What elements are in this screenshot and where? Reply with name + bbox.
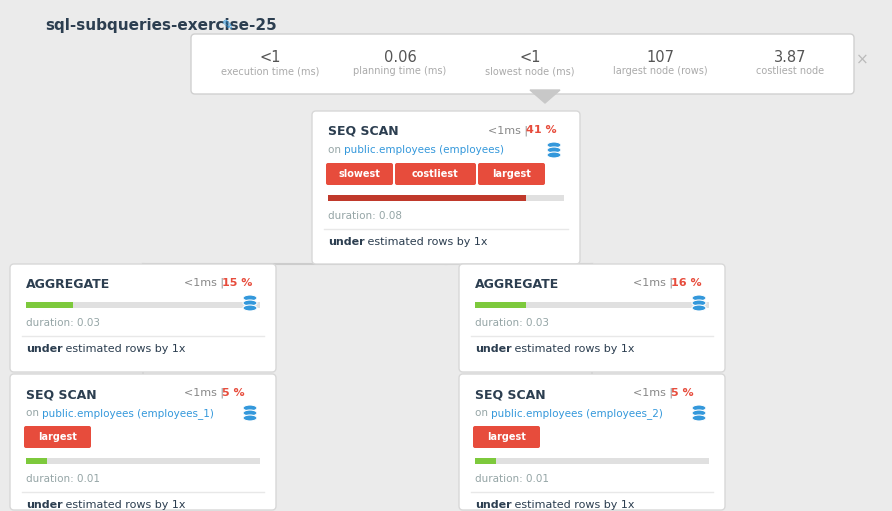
Bar: [475, 302, 526, 308]
FancyBboxPatch shape: [326, 163, 393, 185]
Text: AGGREGATE: AGGREGATE: [26, 278, 111, 291]
FancyBboxPatch shape: [459, 264, 725, 372]
Text: under: under: [328, 237, 365, 247]
Bar: [26, 458, 47, 464]
Text: public.employees (employees_1): public.employees (employees_1): [42, 408, 214, 419]
Text: estimated rows by 1x: estimated rows by 1x: [364, 237, 488, 247]
Text: public.employees (employees_2): public.employees (employees_2): [491, 408, 663, 419]
Bar: [26, 302, 260, 308]
Text: duration: 0.08: duration: 0.08: [328, 211, 402, 221]
Text: on: on: [328, 145, 344, 155]
Bar: [26, 458, 260, 464]
Text: SEQ SCAN: SEQ SCAN: [26, 388, 96, 401]
Ellipse shape: [243, 410, 257, 416]
Ellipse shape: [692, 410, 706, 416]
Text: <1ms |: <1ms |: [488, 125, 532, 135]
Text: 5 %: 5 %: [222, 388, 244, 398]
Text: largest: largest: [487, 432, 526, 442]
Text: SEQ SCAN: SEQ SCAN: [328, 125, 399, 138]
Bar: [475, 302, 709, 308]
Bar: [328, 195, 526, 201]
Text: largest: largest: [38, 432, 77, 442]
Text: costliest: costliest: [412, 169, 458, 179]
Ellipse shape: [692, 415, 706, 421]
FancyBboxPatch shape: [312, 111, 580, 264]
Text: 5 %: 5 %: [671, 388, 694, 398]
Text: estimated rows by 1x: estimated rows by 1x: [511, 344, 634, 354]
Text: ×: ×: [855, 52, 869, 67]
FancyBboxPatch shape: [24, 426, 91, 448]
Text: 41 %: 41 %: [526, 125, 557, 135]
Ellipse shape: [692, 300, 706, 306]
Ellipse shape: [243, 415, 257, 421]
Text: under: under: [475, 500, 512, 510]
Text: 16 %: 16 %: [671, 278, 702, 288]
Text: <1ms |: <1ms |: [184, 388, 227, 399]
Text: slowest node (ms): slowest node (ms): [485, 66, 574, 76]
FancyBboxPatch shape: [473, 426, 540, 448]
FancyBboxPatch shape: [478, 163, 545, 185]
Bar: [26, 302, 73, 308]
Text: 107: 107: [646, 50, 674, 65]
Text: under: under: [26, 344, 62, 354]
Text: 3.87: 3.87: [773, 50, 806, 65]
Text: 0.06: 0.06: [384, 50, 417, 65]
Ellipse shape: [692, 405, 706, 411]
Text: sql-subqueries-exercise-25: sql-subqueries-exercise-25: [45, 18, 277, 33]
Ellipse shape: [547, 152, 561, 158]
Text: duration: 0.03: duration: 0.03: [26, 318, 100, 328]
Text: <1ms |: <1ms |: [633, 278, 676, 289]
Ellipse shape: [692, 295, 706, 301]
Text: ✎: ✎: [222, 19, 234, 33]
Text: on: on: [475, 408, 491, 418]
FancyBboxPatch shape: [10, 264, 276, 372]
Ellipse shape: [243, 295, 257, 301]
Bar: [475, 458, 709, 464]
Polygon shape: [530, 90, 560, 103]
Text: <1: <1: [260, 50, 281, 65]
Text: costliest node: costliest node: [756, 66, 824, 76]
Text: estimated rows by 1x: estimated rows by 1x: [62, 500, 186, 510]
FancyBboxPatch shape: [10, 374, 276, 510]
Bar: [475, 458, 496, 464]
Text: AGGREGATE: AGGREGATE: [475, 278, 559, 291]
Text: largest node (rows): largest node (rows): [613, 66, 707, 76]
Text: under: under: [475, 344, 512, 354]
Ellipse shape: [243, 305, 257, 311]
Text: on: on: [26, 408, 42, 418]
Text: <1ms |: <1ms |: [184, 278, 227, 289]
Text: execution time (ms): execution time (ms): [221, 66, 319, 76]
Ellipse shape: [243, 300, 257, 306]
Text: largest: largest: [492, 169, 531, 179]
Text: duration: 0.03: duration: 0.03: [475, 318, 549, 328]
FancyBboxPatch shape: [395, 163, 476, 185]
Text: duration: 0.01: duration: 0.01: [475, 474, 549, 484]
Text: planning time (ms): planning time (ms): [353, 66, 447, 76]
FancyBboxPatch shape: [191, 34, 854, 94]
Text: slowest: slowest: [339, 169, 380, 179]
Ellipse shape: [243, 405, 257, 411]
Text: <1ms |: <1ms |: [633, 388, 676, 399]
Ellipse shape: [692, 305, 706, 311]
Text: public.employees (employees): public.employees (employees): [344, 145, 504, 155]
Text: SEQ SCAN: SEQ SCAN: [475, 388, 546, 401]
Text: <1: <1: [519, 50, 541, 65]
Text: estimated rows by 1x: estimated rows by 1x: [62, 344, 186, 354]
Ellipse shape: [547, 147, 561, 153]
Ellipse shape: [547, 142, 561, 148]
Text: duration: 0.01: duration: 0.01: [26, 474, 100, 484]
Text: estimated rows by 1x: estimated rows by 1x: [511, 500, 634, 510]
Bar: [328, 195, 564, 201]
FancyBboxPatch shape: [459, 374, 725, 510]
Text: 15 %: 15 %: [222, 278, 252, 288]
Text: under: under: [26, 500, 62, 510]
